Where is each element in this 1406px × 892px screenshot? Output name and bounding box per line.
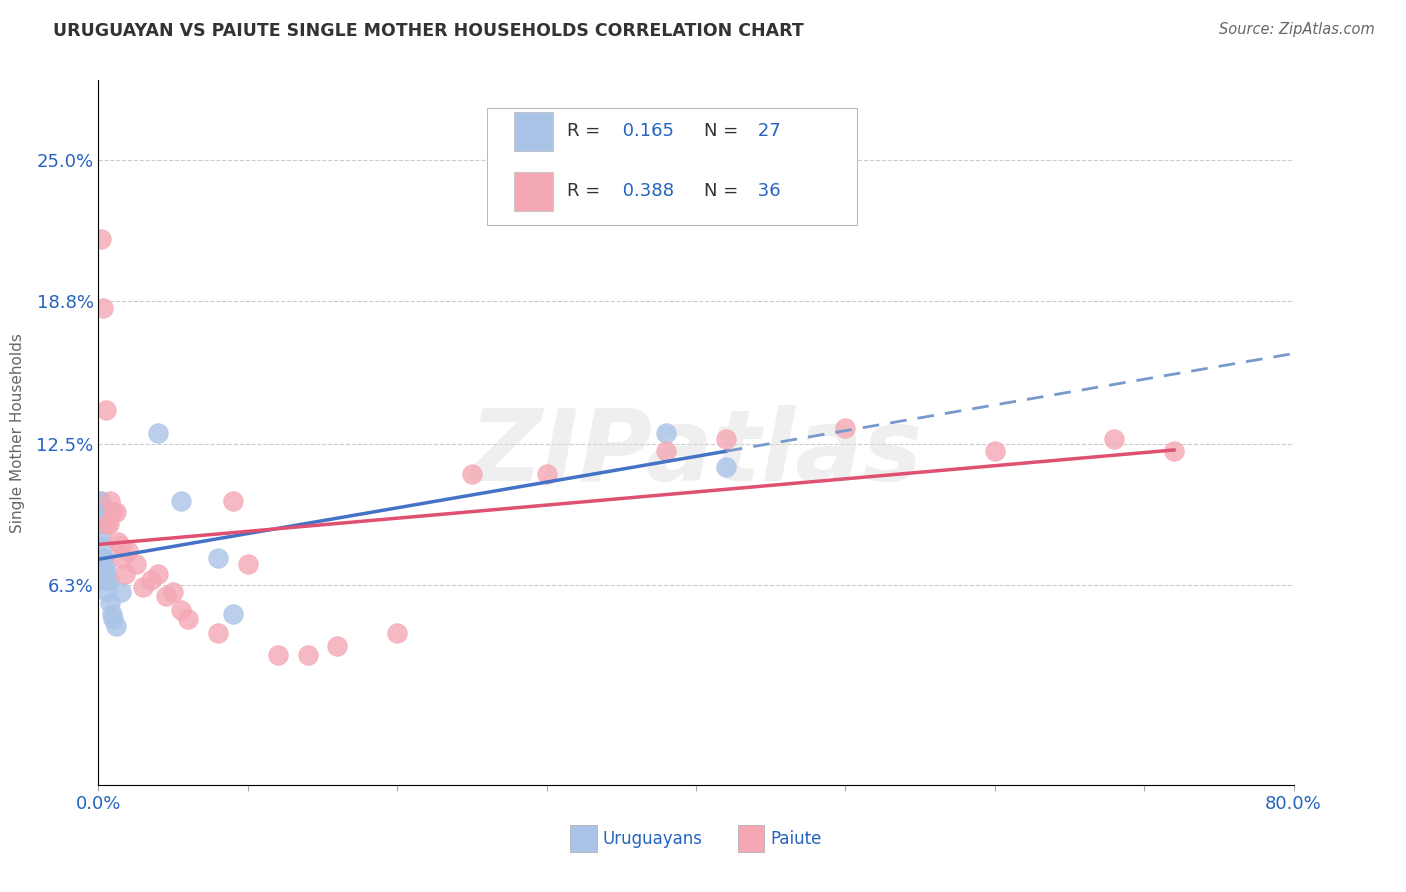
Point (89, 505, 111, 519)
FancyBboxPatch shape (738, 825, 763, 852)
Point (714, 433, 737, 447)
Point (1104, 433, 1126, 447)
Point (97, 516, 120, 531)
Point (91, 301, 114, 315)
Point (207, 550, 229, 565)
Point (94, 574, 117, 588)
Point (155, 589, 177, 603)
Point (90, 516, 112, 531)
Point (326, 640, 349, 654)
Point (984, 443, 1007, 458)
Text: 36: 36 (752, 182, 780, 201)
Point (110, 584, 132, 599)
Point (94, 562, 117, 576)
Point (91, 550, 114, 565)
Text: URUGUAYAN VS PAIUTE SINGLE MOTHER HOUSEHOLDS CORRELATION CHART: URUGUAYAN VS PAIUTE SINGLE MOTHER HOUSEH… (53, 22, 804, 40)
FancyBboxPatch shape (571, 825, 596, 852)
Point (222, 493, 245, 508)
Point (169, 493, 191, 508)
Point (536, 467, 558, 481)
Text: N =: N = (704, 182, 738, 201)
Point (91, 574, 114, 588)
Point (101, 607, 124, 622)
Point (655, 443, 678, 458)
Text: 0.165: 0.165 (617, 122, 673, 140)
Point (385, 625, 409, 640)
Text: 0.388: 0.388 (617, 182, 673, 201)
Point (97, 574, 120, 588)
Text: ZIPatlas: ZIPatlas (470, 405, 922, 502)
FancyBboxPatch shape (515, 112, 553, 151)
Point (1163, 443, 1185, 458)
Point (105, 619, 128, 633)
Point (96, 584, 118, 599)
Point (105, 505, 128, 519)
Point (89, 516, 111, 531)
Point (107, 534, 129, 549)
Text: Paiute: Paiute (770, 830, 821, 847)
Point (117, 544, 139, 558)
Text: N =: N = (704, 122, 738, 140)
Text: Uruguayans: Uruguayans (603, 830, 703, 847)
Point (834, 421, 856, 435)
Y-axis label: Single Mother Households: Single Mother Households (10, 333, 25, 533)
Point (91, 539, 114, 553)
Point (207, 625, 229, 640)
Text: 27: 27 (752, 122, 780, 140)
Point (90, 505, 112, 519)
Text: R =: R = (567, 122, 600, 140)
Point (110, 539, 132, 553)
Point (655, 425, 678, 440)
Point (267, 648, 290, 663)
Point (93, 562, 115, 576)
Point (162, 584, 184, 599)
Point (222, 607, 245, 622)
Point (236, 558, 259, 572)
Point (125, 558, 148, 572)
Point (90, 528, 112, 542)
Point (98, 493, 122, 508)
Point (139, 574, 162, 588)
Point (94, 403, 117, 417)
Point (103, 612, 125, 626)
Point (90, 493, 112, 508)
Point (111, 550, 134, 565)
Text: R =: R = (567, 182, 600, 201)
Point (98, 596, 122, 610)
Point (96, 516, 118, 531)
Point (714, 459, 737, 474)
Point (114, 566, 136, 581)
Text: Source: ZipAtlas.com: Source: ZipAtlas.com (1219, 22, 1375, 37)
Point (297, 648, 319, 663)
Point (93, 550, 115, 565)
Point (177, 612, 200, 626)
Point (461, 467, 484, 481)
Point (132, 580, 155, 594)
Point (169, 603, 191, 617)
Point (90, 232, 112, 246)
Point (89, 493, 111, 508)
FancyBboxPatch shape (515, 172, 553, 211)
FancyBboxPatch shape (486, 109, 858, 225)
Point (148, 566, 170, 581)
Point (103, 505, 125, 519)
Point (148, 425, 170, 440)
